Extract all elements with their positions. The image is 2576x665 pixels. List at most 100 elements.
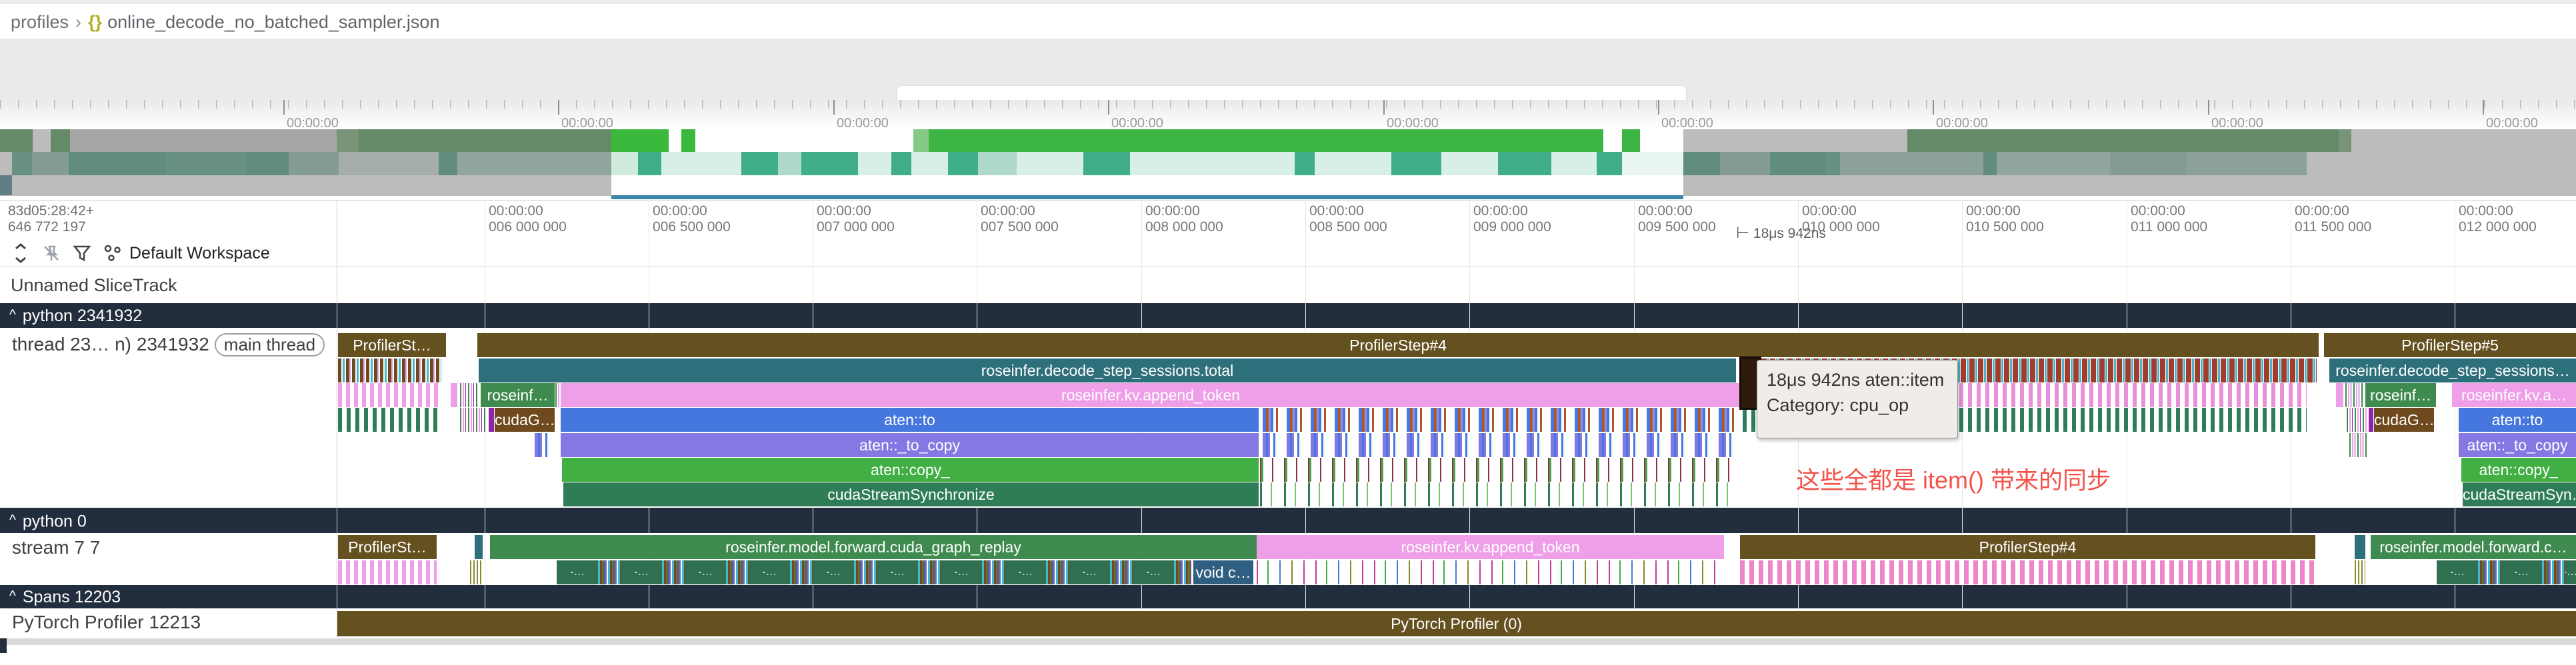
slice-label: roseinf… — [2369, 386, 2432, 404]
slice-void-c[interactable]: void c… — [1193, 560, 1253, 584]
slice-kernel[interactable]: -… — [2501, 560, 2542, 584]
slice-aten-copy[interactable]: aten::copy_ — [562, 458, 1259, 482]
slice-roseinfer-decode-step-sessions-total[interactable]: roseinfer.decode_step_sessions.total — [479, 358, 1736, 382]
slice-stripe-cluster[interactable] — [726, 560, 749, 584]
slice-kernel[interactable]: -… — [813, 560, 854, 584]
slice-stripe-cluster[interactable] — [532, 433, 559, 457]
slice-slice[interactable] — [2336, 383, 2343, 407]
group-header-python0[interactable]: ^ python 0 — [0, 508, 2576, 533]
slice-slice[interactable] — [489, 408, 494, 432]
slice-kernel[interactable]: -… — [941, 560, 982, 584]
slice-stripe-cluster[interactable] — [598, 560, 621, 584]
slice-kernel[interactable]: -… — [685, 560, 726, 584]
collapse-caret-icon[interactable]: ^ — [9, 588, 16, 604]
slice-stripe-cluster[interactable] — [982, 560, 1005, 584]
slice-stripe-cluster[interactable] — [2347, 408, 2367, 432]
slice-kernel[interactable]: -… — [877, 560, 918, 584]
slice-kernel[interactable]: -… — [1069, 560, 1110, 584]
slice-roseinfer-model-forward-cuda-graph-replay[interactable]: roseinfer.model.forward.cuda_graph_repla… — [490, 535, 1257, 559]
group-header-spans[interactable]: ^ Spans 12203 — [0, 585, 2576, 608]
slice-stripe-cluster[interactable] — [338, 408, 441, 432]
slice-profilerst[interactable]: ProfilerSt… — [338, 333, 446, 357]
minimap-unselected-overlay-right[interactable] — [1683, 129, 2576, 196]
slice-stripe-cluster[interactable] — [338, 383, 441, 407]
slice-roseinf[interactable]: roseinf… — [481, 383, 555, 407]
slice-profilerstep-4[interactable]: ProfilerStep#4 — [1740, 535, 2315, 559]
slice-stripe-cluster[interactable] — [2345, 383, 2364, 407]
group-header-python-main[interactable]: ^ python 2341932 — [0, 303, 2576, 328]
track-label-panel-main-thread[interactable]: thread 23… n) 2341932 main thread — [0, 328, 337, 508]
slice-aten-copy[interactable]: aten::copy_ — [2461, 458, 2576, 482]
slice-stripe-cluster[interactable] — [460, 383, 479, 407]
slice-cudag[interactable]: cudaG… — [2374, 408, 2434, 432]
workspace-icon[interactable] — [103, 243, 123, 263]
breadcrumb-file[interactable]: online_decode_no_batched_sampler.json — [107, 12, 440, 32]
overview-minimap[interactable]: 00:00:00 00:00:00 00:00:00 00:00:00 00:00:00… — [0, 100, 2576, 200]
slice-slice[interactable] — [475, 535, 483, 559]
slice-cudastreamsynchronize[interactable]: cudaStreamSynchronize — [563, 482, 1259, 506]
track-label-panel-stream[interactable]: stream 7 7 — [0, 533, 337, 585]
slice-aten-to-copy[interactable]: aten::_to_copy — [2459, 433, 2576, 457]
track-label-panel-pytorch-profiler[interactable]: PyTorch Profiler 12213 — [0, 608, 337, 638]
slice-kernel[interactable]: -… — [1133, 560, 1174, 584]
slice-aten-to[interactable]: aten::to — [2459, 408, 2576, 432]
slice-stripe-cluster[interactable] — [338, 358, 441, 382]
breadcrumb[interactable]: profiles › {} online_decode_no_batched_samp… — [11, 12, 439, 33]
slice-roseinfer-kv-append-token[interactable]: roseinfer.kv.append_token — [561, 383, 1741, 407]
collapse-tracks-icon[interactable] — [11, 243, 31, 263]
slice-kernel[interactable]: -… — [2565, 560, 2576, 584]
slice-slice[interactable] — [1739, 356, 1761, 410]
slice-stripe-cluster[interactable] — [1260, 408, 1736, 432]
slice-stripe-cluster[interactable] — [1046, 560, 1069, 584]
slice-kernel[interactable]: -… — [749, 560, 790, 584]
collapse-caret-icon[interactable]: ^ — [9, 307, 16, 323]
slice-stripe-cluster[interactable] — [1257, 560, 1724, 584]
slice-stripe-cluster[interactable] — [2542, 560, 2565, 584]
slice-aten-to-copy[interactable]: aten::_to_copy — [561, 433, 1259, 457]
slice-stripe-cluster[interactable] — [1260, 482, 1736, 506]
slice-stripe-cluster[interactable] — [555, 383, 559, 407]
slice-stripe-cluster[interactable] — [338, 560, 437, 584]
slice-stripe-cluster[interactable] — [2349, 433, 2367, 457]
filter-icon[interactable] — [72, 243, 92, 263]
slice-stripe-cluster[interactable] — [854, 560, 877, 584]
slice-roseinfer-decode-step-sessions[interactable]: roseinfer.decode_step_sessions… — [2329, 358, 2576, 382]
slice-roseinfer-model-forward-c[interactable]: roseinfer.model.forward.c… — [2371, 535, 2576, 559]
collapse-caret-icon[interactable]: ^ — [9, 512, 16, 528]
slice-slice[interactable] — [2355, 535, 2365, 559]
slice-stripe-cluster[interactable] — [470, 560, 482, 584]
slice-stripe-cluster[interactable] — [2355, 560, 2365, 584]
slice-stripe-cluster[interactable] — [1740, 560, 2315, 584]
slice-stripe-cluster[interactable] — [1260, 433, 1736, 457]
slice-stripe-cluster[interactable] — [918, 560, 941, 584]
slice-slice[interactable] — [2369, 408, 2373, 432]
minimap-viewport-handle[interactable] — [611, 195, 1683, 199]
minimap-unselected-overlay-left[interactable] — [0, 129, 611, 196]
slice-kernel[interactable]: -… — [621, 560, 662, 584]
slice-stripe-cluster[interactable] — [460, 408, 487, 432]
track-unnamed-slicetrack[interactable]: Unnamed SliceTrack — [0, 267, 2576, 304]
workspace-label[interactable]: Default Workspace — [129, 243, 270, 263]
slice-stripe-cluster[interactable] — [1260, 458, 1736, 482]
slice-cudastreamsyn[interactable]: cudaStreamSyn… — [2463, 482, 2576, 506]
slice-stripe-cluster[interactable] — [2478, 560, 2501, 584]
slice-roseinfer-kv-a[interactable]: roseinfer.kv.a… — [2452, 383, 2576, 407]
slice-aten-to[interactable]: aten::to — [561, 408, 1259, 432]
slice-kernel[interactable]: -… — [1005, 560, 1046, 584]
slice-stripe-cluster[interactable] — [1174, 560, 1191, 584]
breadcrumb-root[interactable]: profiles — [11, 12, 69, 32]
slice-stripe-cluster[interactable] — [790, 560, 813, 584]
slice-kernel[interactable]: -… — [557, 560, 598, 584]
slice-stripe-cluster[interactable] — [1110, 560, 1133, 584]
slice-kernel[interactable]: -… — [2437, 560, 2478, 584]
slice-roseinfer-kv-append-token[interactable]: roseinfer.kv.append_token — [1257, 535, 1724, 559]
slice-profilerstep-4[interactable]: ProfilerStep#4 — [477, 333, 2319, 357]
slice-pytorch-profiler[interactable]: PyTorch Profiler (0) — [337, 611, 2576, 636]
slice-roseinf[interactable]: roseinf… — [2365, 383, 2436, 407]
slice-slice[interactable] — [451, 383, 457, 407]
pin-disabled-icon[interactable] — [41, 243, 61, 263]
slice-cudag[interactable]: cudaG… — [495, 408, 555, 432]
slice-profilerst[interactable]: ProfilerSt… — [338, 535, 437, 559]
slice-stripe-cluster[interactable] — [662, 560, 685, 584]
slice-profilerstep-5[interactable]: ProfilerStep#5 — [2324, 333, 2576, 357]
